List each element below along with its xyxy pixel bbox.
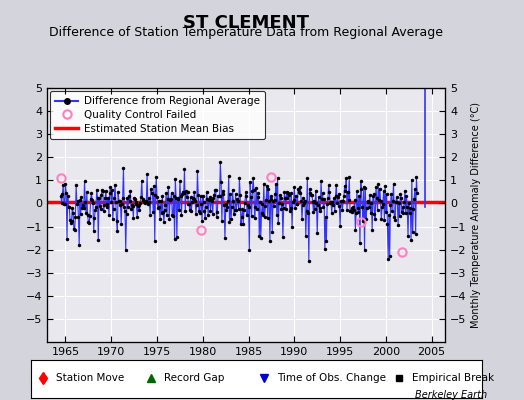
Legend: Difference from Regional Average, Quality Control Failed, Estimated Station Mean: Difference from Regional Average, Qualit… xyxy=(50,91,265,139)
Text: Station Move: Station Move xyxy=(56,373,125,383)
Text: Time of Obs. Change: Time of Obs. Change xyxy=(277,373,386,383)
Text: Berkeley Earth: Berkeley Earth xyxy=(415,390,487,400)
Y-axis label: Monthly Temperature Anomaly Difference (°C): Monthly Temperature Anomaly Difference (… xyxy=(471,102,481,328)
Text: Difference of Station Temperature Data from Regional Average: Difference of Station Temperature Data f… xyxy=(49,26,443,39)
Text: Record Gap: Record Gap xyxy=(165,373,225,383)
Text: Empirical Break: Empirical Break xyxy=(412,373,494,383)
Text: ST CLEMENT: ST CLEMENT xyxy=(183,14,309,32)
